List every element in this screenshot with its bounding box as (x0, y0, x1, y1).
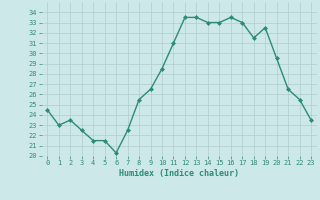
X-axis label: Humidex (Indice chaleur): Humidex (Indice chaleur) (119, 169, 239, 178)
